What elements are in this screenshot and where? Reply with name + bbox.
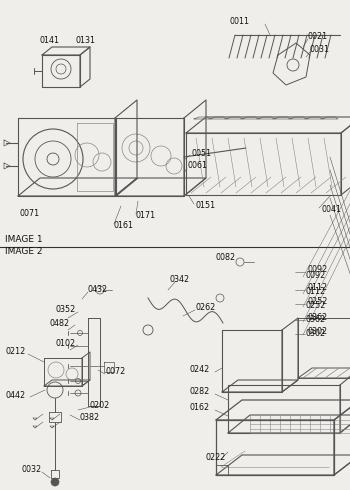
Text: 0362: 0362 xyxy=(305,316,325,324)
Text: 0362: 0362 xyxy=(308,314,328,322)
Text: 0162: 0162 xyxy=(190,403,210,413)
Text: 0302: 0302 xyxy=(305,328,325,338)
Text: 0072: 0072 xyxy=(105,368,125,376)
Circle shape xyxy=(51,478,59,486)
Text: 0092: 0092 xyxy=(308,266,328,274)
Text: 0252: 0252 xyxy=(308,297,328,307)
Text: 0302: 0302 xyxy=(308,327,328,337)
Text: 0102: 0102 xyxy=(55,339,75,347)
Text: 0032: 0032 xyxy=(22,466,42,474)
Text: 0082: 0082 xyxy=(215,253,235,263)
Text: 0141: 0141 xyxy=(40,36,60,46)
Text: 0282: 0282 xyxy=(190,388,210,396)
Text: 0482: 0482 xyxy=(50,318,70,327)
Text: 0442: 0442 xyxy=(5,391,25,399)
Text: 0352: 0352 xyxy=(55,305,75,315)
Text: 0151: 0151 xyxy=(196,201,216,211)
Text: 0021: 0021 xyxy=(308,32,328,42)
Text: 0112: 0112 xyxy=(308,284,328,293)
Text: 0202: 0202 xyxy=(90,400,110,410)
Text: 0161: 0161 xyxy=(114,221,134,230)
Text: 0031: 0031 xyxy=(310,46,330,54)
Text: 0092: 0092 xyxy=(305,270,325,279)
Text: 0342: 0342 xyxy=(170,275,190,285)
Text: 0242: 0242 xyxy=(190,366,210,374)
Text: 0171: 0171 xyxy=(136,212,156,220)
Text: 0222: 0222 xyxy=(205,454,225,463)
Text: 0252: 0252 xyxy=(305,300,326,310)
Text: 0061: 0061 xyxy=(187,162,207,171)
Text: 0071: 0071 xyxy=(20,210,40,219)
Text: 0112: 0112 xyxy=(305,288,325,296)
Text: 0432: 0432 xyxy=(88,286,108,294)
Text: 0131: 0131 xyxy=(76,36,96,46)
Text: 0051: 0051 xyxy=(192,148,212,157)
Text: 0041: 0041 xyxy=(321,205,341,215)
Text: IMAGE 1: IMAGE 1 xyxy=(5,236,43,245)
Text: 0011: 0011 xyxy=(230,18,250,26)
Text: 0382: 0382 xyxy=(80,414,100,422)
Text: 0212: 0212 xyxy=(5,347,25,357)
Text: IMAGE 2: IMAGE 2 xyxy=(5,247,42,256)
Text: 0262: 0262 xyxy=(195,303,215,313)
